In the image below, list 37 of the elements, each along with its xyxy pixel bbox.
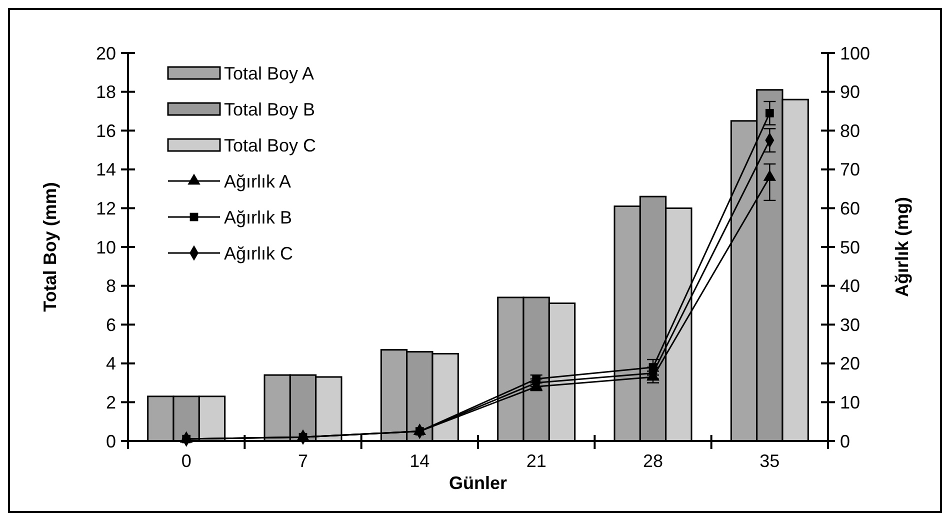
y2-tick-label: 20 <box>840 354 860 374</box>
legend-label: Total Boy B <box>224 99 316 120</box>
x-tick-label: 7 <box>298 451 308 471</box>
y-tick-label: 8 <box>106 276 116 296</box>
y-tick-label: 0 <box>106 431 116 452</box>
legend-label: Ağırlık C <box>224 243 294 264</box>
y-tick-label: 16 <box>96 120 116 141</box>
y2-tick-label: 90 <box>840 82 860 102</box>
y2-tick-label: 60 <box>840 198 860 218</box>
y2-tick-label: 10 <box>840 392 860 412</box>
y-tick-label: 10 <box>96 237 116 258</box>
x-axis-title: Günler <box>448 473 508 493</box>
y-tick-label: 2 <box>106 392 116 412</box>
y-tick-label: 6 <box>106 314 116 335</box>
x-tick-label: 28 <box>642 451 664 471</box>
y2-tick-label: 50 <box>840 237 860 258</box>
y-axis-title: Total Boy (mm) <box>40 182 60 312</box>
legend-label: Ağırlık A <box>224 171 292 192</box>
y2-tick-label: 100 <box>840 43 870 64</box>
y2-tick-label: 40 <box>840 276 860 296</box>
y-tick-label: 20 <box>96 43 116 64</box>
legend-label: Total Boy A <box>224 63 314 84</box>
y-tick-label: 14 <box>96 160 116 180</box>
x-tick-label: 14 <box>410 451 430 471</box>
legend-label: Ağırlık B <box>224 207 292 228</box>
y2-tick-label: 80 <box>840 120 860 141</box>
y-tick-label: 18 <box>96 82 116 102</box>
y2-axis-title: Ağırlık (mg) <box>892 196 912 298</box>
y2-tick-label: 70 <box>840 160 860 180</box>
legend-label: Total Boy C <box>224 135 316 156</box>
x-tick-label: 0 <box>181 451 192 471</box>
x-tick-label: 21 <box>526 451 546 471</box>
x-tick-label: 35 <box>760 451 780 471</box>
y2-tick-label: 30 <box>840 314 860 335</box>
y-tick-label: 4 <box>106 354 116 374</box>
y-tick-label: 12 <box>96 198 116 218</box>
y2-tick-label: 0 <box>840 431 850 452</box>
